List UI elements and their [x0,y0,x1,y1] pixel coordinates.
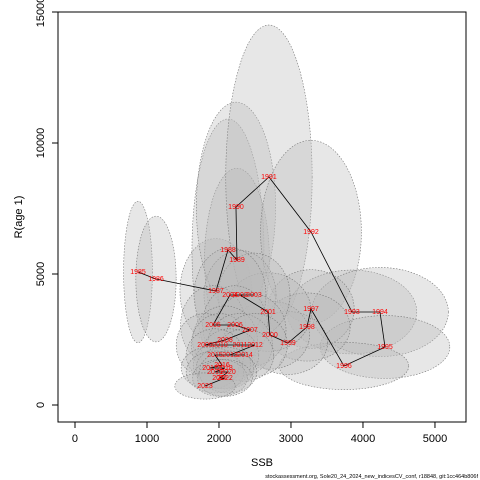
year-label: 1997 [303,306,319,313]
year-label: 2015 [207,352,223,359]
x-tick-label: 5000 [423,433,447,445]
trajectory-line [137,176,386,387]
year-label: 2001 [260,309,276,316]
year-label: 2018 [217,365,233,372]
year-label: 1996 [336,363,352,370]
x-tick-label: 4000 [351,433,375,445]
x-axis-label: SSB [251,457,273,469]
year-label: 2000 [262,332,278,339]
year-label: 2014 [237,352,253,359]
year-label: 2007 [242,327,258,334]
year-label: 2004 [222,292,238,299]
year-label: 2008 [217,337,233,344]
y-axis-label: R(age 1) [13,196,25,239]
x-tick-label: 2000 [207,433,231,445]
year-label: 2006 [227,322,243,329]
year-label: 2013 [222,352,238,359]
year-label: 2011 [232,342,247,349]
year-label: 1993 [344,309,360,316]
year-label: 2020 [220,369,236,376]
year-label: 1989 [229,257,245,264]
year-label: 2016 [214,362,230,369]
year-label: 2017 [202,365,218,372]
year-label: 2009 [197,342,213,349]
year-label: 2003 [246,292,262,299]
year-label: 1995 [377,344,393,351]
year-label: 2023 [197,383,213,390]
y-tick-label: 10000 [35,128,47,159]
x-tick-label: 1000 [135,433,159,445]
year-label: 1999 [280,340,296,347]
x-tick-label: 3000 [279,433,303,445]
year-label: 2021 [212,375,228,382]
year-label: 1988 [220,247,236,254]
x-tick-label: 0 [72,433,78,445]
year-label: 1987 [208,288,224,295]
year-label: 2022 [217,375,233,382]
footnote: stockassessment.org, Sole20_24_2024_new_… [265,474,478,480]
year-label: 1985 [130,269,146,276]
year-label: 2019 [207,369,223,376]
y-tick-label: 5000 [35,262,47,286]
year-label: 1990 [228,204,244,211]
year-label: 1991 [261,174,277,181]
year-label: 1998 [299,324,315,331]
y-tick-label: 0 [35,402,47,408]
year-label: 2002 [232,292,248,299]
year-label: 2005 [205,322,221,329]
year-label: 1994 [372,309,388,316]
y-tick-label: 15000 [35,0,47,27]
year-label: 1986 [148,276,164,283]
year-label: 2010 [212,342,228,349]
plot-frame [57,11,467,423]
year-label: 2012 [247,342,263,349]
year-label: 1992 [303,229,319,236]
